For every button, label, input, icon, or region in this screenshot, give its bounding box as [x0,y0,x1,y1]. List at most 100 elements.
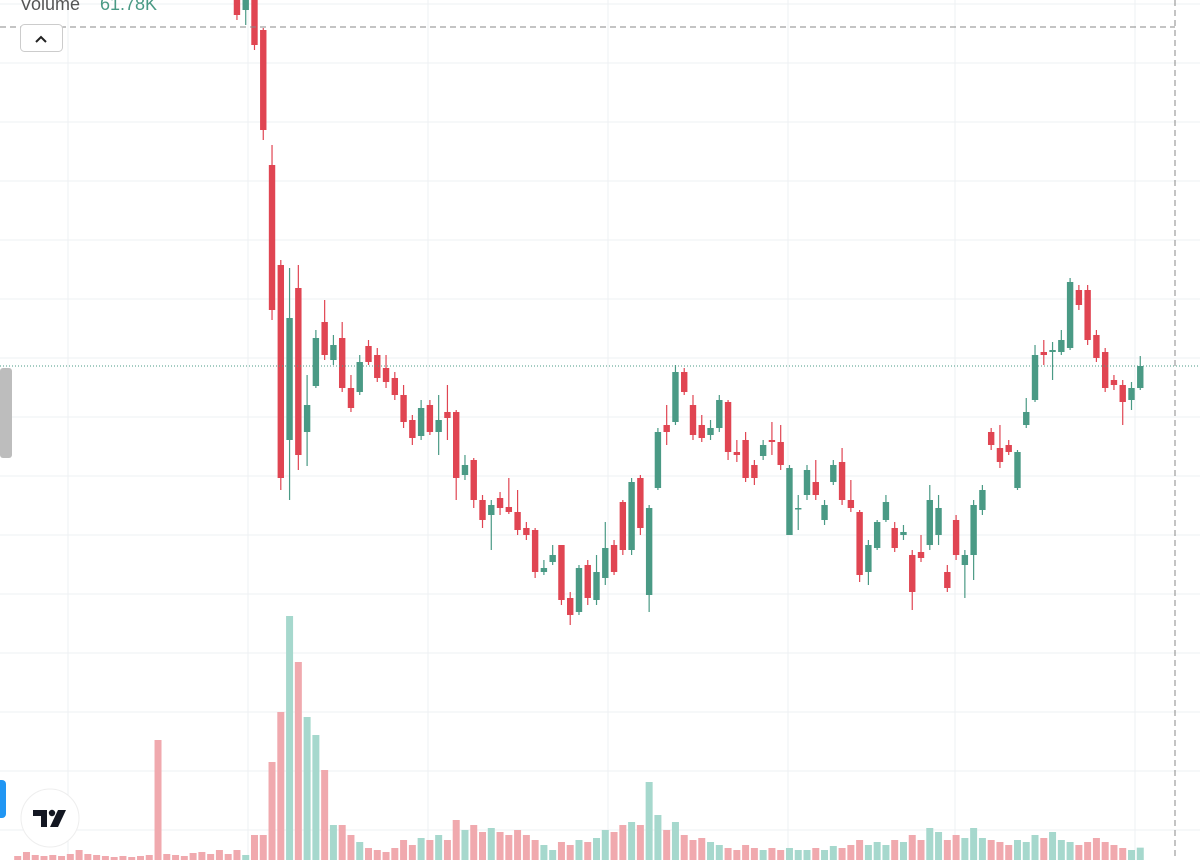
collapse-button[interactable] [20,24,63,52]
candle-body [312,338,320,386]
volume-bar [215,850,223,860]
candle-body [295,288,302,455]
volume-bar [584,842,592,860]
volume-bar [277,712,285,860]
candle-body [593,572,600,600]
volume-bar [233,850,241,860]
candle-body [374,355,381,378]
volume-bar [1136,847,1144,860]
volume-bar [303,717,311,860]
volume-bar [978,838,986,860]
candle-body [654,432,662,488]
volume-bar [461,830,469,860]
volume-bar [663,830,671,860]
candle-body [330,345,337,360]
volume-bar [1040,838,1048,860]
candle-body [391,378,399,395]
volume-bar [908,835,916,860]
candle-body [1093,335,1100,358]
volume-bar [347,835,355,860]
volume-bar [785,848,793,860]
volume-bar [987,840,995,860]
candle-body [628,482,635,550]
candle-body [444,412,451,418]
volume-bar [689,840,697,860]
volume-bar [777,850,785,860]
candle-body [733,452,741,455]
volume-bar [470,825,478,860]
volume-bar [496,832,504,860]
candle-body [400,395,407,422]
volume-bar [224,854,232,860]
volume-bar [873,842,881,860]
volume-bar [242,855,250,860]
candle-body [453,412,460,478]
volume-bar [207,854,215,860]
candle-body [277,265,284,478]
candle-body [1128,388,1135,400]
side-tab[interactable] [0,780,6,818]
volume-bar [154,740,162,860]
volume-bar [145,855,153,860]
candle-body [786,468,793,535]
volume-bar [742,845,750,860]
volume-bar [671,822,679,860]
legend-value: 61.78K [100,0,157,14]
volume-layer [14,616,1144,860]
candle-body [961,555,969,565]
candle-body [987,432,995,445]
legend-name: Volume [20,0,80,14]
candle-body [1005,445,1012,452]
volume-bar [636,825,644,860]
volume-bar [49,855,57,860]
volume-bar [724,848,732,860]
candle-body [900,532,907,535]
volume-bar [610,832,618,860]
volume-bar [31,855,39,860]
volume-bar [172,855,180,860]
candle-body [1058,340,1065,352]
volume-bar [1110,845,1118,860]
candle-body [996,448,1004,462]
candle-body [382,368,390,382]
volume-bar [715,845,723,860]
volume-bar [136,856,144,860]
volume-bar [531,840,539,860]
candle-body [488,505,495,515]
volume-bar [400,840,408,860]
candle-body [409,420,416,438]
candle-body [251,0,258,45]
candle-body [575,568,583,612]
volume-bar [417,838,425,860]
scrollbar[interactable] [0,368,12,458]
volume-bar [408,845,416,860]
candle-body [338,338,346,388]
volume-bar [84,854,92,860]
volume-bar [58,856,66,860]
candle-body [619,502,627,550]
volume-bar [557,842,565,860]
volume-bar [654,815,662,860]
tradingview-logo[interactable] [20,788,80,848]
candle-body [838,462,846,500]
volume-bar [1005,845,1013,860]
candle-body [1014,452,1021,488]
volume-bar [189,853,197,860]
volume-bar [365,848,372,860]
volume-bar [821,850,829,860]
volume-bar [768,848,776,860]
candle-body [979,490,986,510]
candle-layer [233,0,1144,625]
volume-bar [505,835,513,860]
candle-body [768,440,776,442]
volume-bar [628,822,636,860]
candle-body [540,568,548,572]
candle-body [584,565,591,598]
volume-bar [382,852,390,860]
volume-bar [329,825,337,860]
volume-bar [917,840,925,860]
candle-body [926,500,933,545]
volume-bar [356,842,364,860]
volume-bar [935,832,943,860]
volume-bar [540,845,548,860]
